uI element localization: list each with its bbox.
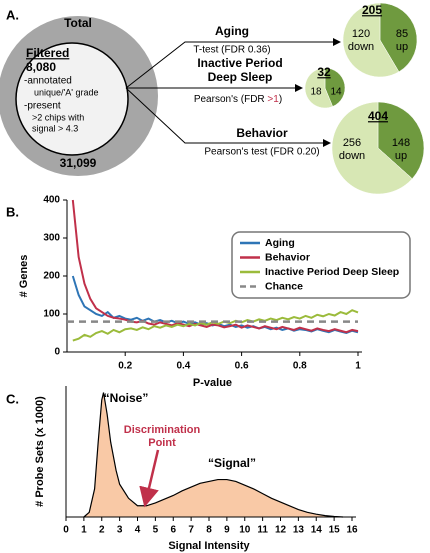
x-tick-label: 9 xyxy=(224,525,230,536)
annotation: “Noise” xyxy=(104,391,149,405)
series-line xyxy=(72,309,359,342)
area-fill xyxy=(83,392,344,517)
series-line xyxy=(71,199,359,334)
panel-label: C. xyxy=(6,391,19,406)
x-axis-label: P-value xyxy=(193,377,232,389)
pie-title: 32 xyxy=(317,65,331,79)
test-name: Behavior xyxy=(236,126,288,140)
category-label: up xyxy=(396,41,408,53)
x-tick-label: 14 xyxy=(311,525,323,536)
x-tick-label: 12 xyxy=(275,525,287,536)
pie-slice xyxy=(304,67,333,109)
filtered-title: Filtered xyxy=(26,46,69,60)
filter-line: -present xyxy=(24,101,61,112)
arrow-label: Point xyxy=(148,437,176,449)
arrow xyxy=(125,38,341,89)
y-tick-label: 100 xyxy=(43,309,60,320)
panel-label: B. xyxy=(6,204,19,219)
value-label: 18 xyxy=(310,87,322,98)
x-tick-label: 5 xyxy=(153,525,159,536)
panel-label: A. xyxy=(6,7,19,22)
total-title: Total xyxy=(64,16,92,30)
legend-label: Chance xyxy=(265,280,303,292)
method-part: >1 xyxy=(267,94,279,105)
pie-title: 205 xyxy=(362,3,382,17)
pie-slice xyxy=(377,101,425,180)
test-name: Aging xyxy=(215,24,249,38)
x-tick-label: 1 xyxy=(81,525,87,536)
value-label: 85 xyxy=(396,28,408,40)
test-name: Inactive Period xyxy=(197,56,282,70)
annotation: “Signal” xyxy=(208,456,256,470)
method-part: Pearson's (FDR xyxy=(194,94,268,105)
y-tick-label: 0 xyxy=(54,347,60,358)
x-tick-label: 0.2 xyxy=(118,361,132,372)
total-count: 31,099 xyxy=(60,156,97,170)
y-tick-label: 400 xyxy=(43,195,60,206)
legend-box xyxy=(231,231,411,299)
filter-line: unique/'A' grade xyxy=(34,87,99,97)
legend-label: Inactive Period Deep Sleep xyxy=(265,266,399,278)
pie-slice xyxy=(331,101,413,195)
x-tick-label: 7 xyxy=(188,525,194,536)
pie-slice xyxy=(342,2,400,78)
legend-label: Aging xyxy=(265,237,295,249)
pie-slice xyxy=(324,67,346,107)
x-tick-label: 1 xyxy=(355,361,361,372)
value-label: 120 xyxy=(352,28,370,40)
category-label: down xyxy=(348,41,374,53)
y-tick-label: 200 xyxy=(43,271,60,282)
x-tick-label: 0.8 xyxy=(293,361,307,372)
filter-line: >2 chips with xyxy=(32,112,84,122)
y-tick-label: 300 xyxy=(43,233,60,244)
arrow xyxy=(125,87,331,147)
filtered-circle xyxy=(15,42,129,156)
category-label: up xyxy=(395,150,407,162)
value-label: 256 xyxy=(343,137,361,149)
test-method: Pearson's test (FDR 0.20) xyxy=(204,147,319,158)
test-method: T-test (FDR 0.36) xyxy=(193,45,270,56)
x-tick-label: 15 xyxy=(329,525,341,536)
test-method: Pearson's (FDR >1) xyxy=(194,94,282,105)
pie-slice xyxy=(379,2,418,73)
x-tick-label: 11 xyxy=(257,525,268,536)
x-tick-label: 8 xyxy=(206,525,212,536)
x-tick-label: 4 xyxy=(135,525,141,536)
category-label: down xyxy=(339,150,365,162)
y-axis-label: # Genes xyxy=(18,255,30,298)
filter-line: signal > 4.3 xyxy=(32,123,78,133)
y-axis-label: # Probe Sets (x 1000) xyxy=(34,396,46,507)
x-tick-label: 13 xyxy=(293,525,305,536)
x-tick-label: 16 xyxy=(346,525,358,536)
x-tick-label: 6 xyxy=(170,525,176,536)
filtered-count: 8,080 xyxy=(26,60,56,74)
method-part: ) xyxy=(279,94,282,105)
x-tick-label: 2 xyxy=(99,525,105,536)
area-line xyxy=(83,392,344,518)
x-tick-label: 0 xyxy=(63,525,69,536)
x-axis-label: Signal Intensity xyxy=(168,540,250,552)
value-label: 148 xyxy=(392,137,410,149)
x-tick-label: 10 xyxy=(239,525,251,536)
x-tick-label: 0.4 xyxy=(176,361,190,372)
value-label: 14 xyxy=(330,87,342,98)
x-tick-label: 3 xyxy=(117,525,123,536)
test-name: Deep Sleep xyxy=(208,70,273,84)
x-tick-label: 0.6 xyxy=(235,361,249,372)
pie-title: 404 xyxy=(368,109,388,123)
arrow xyxy=(139,449,160,508)
arrow-label: Discrimination xyxy=(124,424,201,436)
legend-label: Behavior xyxy=(265,251,310,263)
filter-line: -annotated xyxy=(24,76,72,87)
